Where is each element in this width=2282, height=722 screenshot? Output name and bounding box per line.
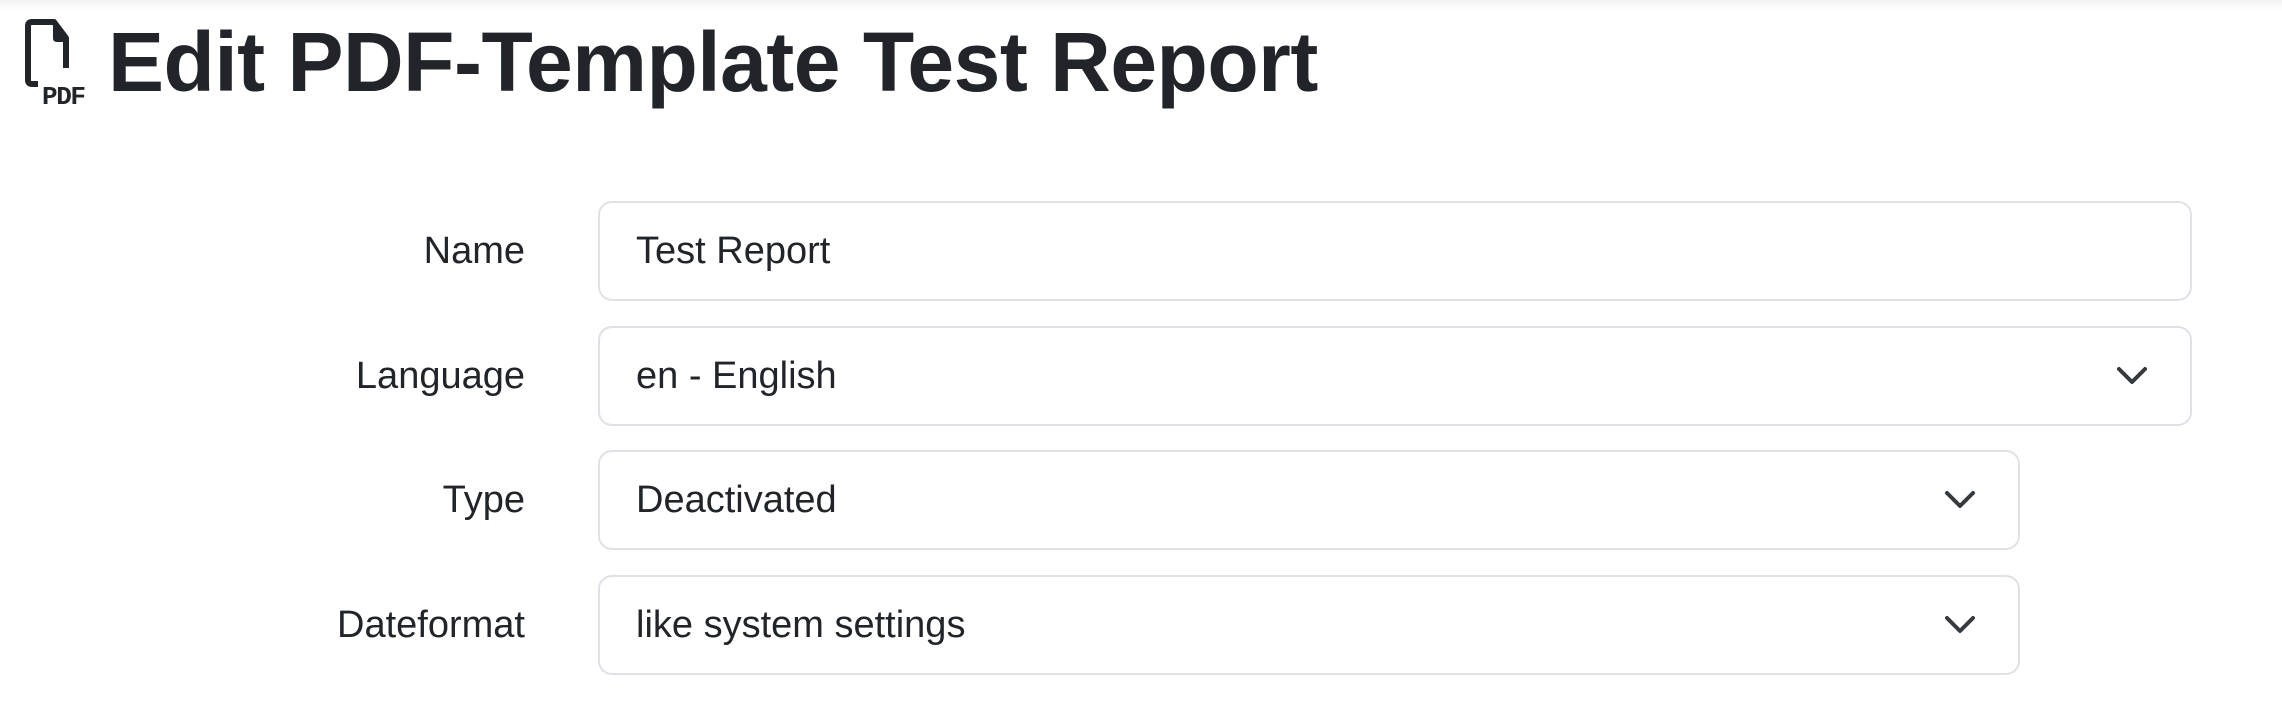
name-row: Name Test Report	[0, 201, 2282, 301]
name-input[interactable]: Test Report	[598, 201, 2192, 301]
name-label: Name	[423, 229, 525, 272]
top-shadow	[0, 0, 2282, 10]
dateformat-value: like system settings	[636, 603, 966, 646]
name-value: Test Report	[636, 229, 831, 272]
type-row: Type Deactivated	[0, 450, 2282, 550]
language-select[interactable]: en - English	[598, 326, 2192, 426]
type-select[interactable]: Deactivated	[598, 450, 2020, 550]
chevron-down-icon	[1945, 616, 1975, 633]
page-title: Edit PDF-Template Test Report	[108, 15, 1318, 109]
dateformat-select[interactable]: like system settings	[598, 575, 2020, 675]
chevron-down-icon	[1945, 491, 1975, 508]
chevron-down-icon	[2117, 367, 2147, 384]
type-value: Deactivated	[636, 478, 837, 521]
dateformat-row: Dateformat like system settings	[0, 575, 2282, 675]
file-pdf-icon: PDF	[25, 19, 86, 106]
language-value: en - English	[636, 354, 837, 397]
language-label: Language	[355, 354, 525, 397]
dateformat-label: Dateformat	[337, 603, 525, 646]
page-header: PDF Edit PDF-Template Test Report	[24, 18, 1318, 106]
language-row: Language en - English	[0, 326, 2282, 426]
type-label: Type	[442, 478, 525, 521]
svg-text:PDF: PDF	[42, 82, 86, 106]
